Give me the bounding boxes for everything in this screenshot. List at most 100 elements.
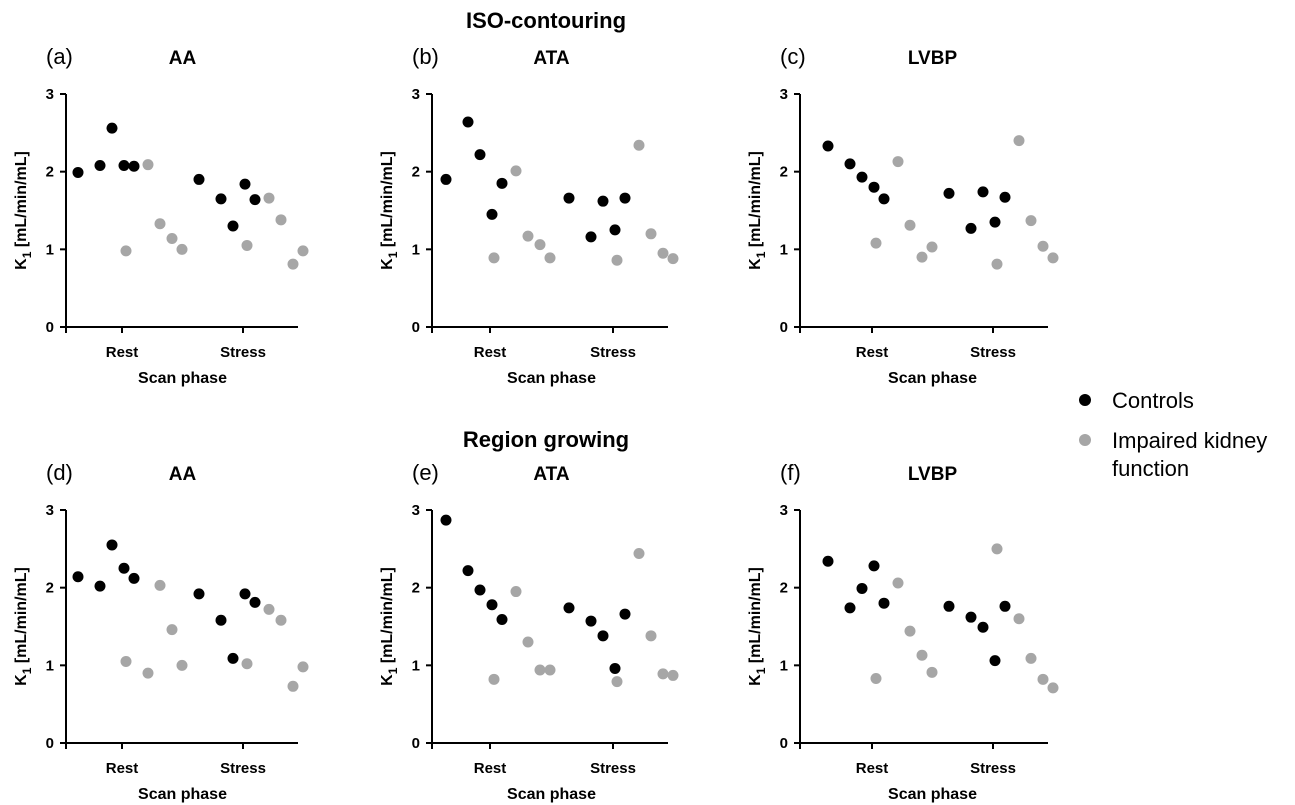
panel-f-point-impaired-kidney-function-stress-2	[1013, 613, 1025, 625]
panel-d-point-impaired-kidney-function-rest-4	[166, 624, 178, 636]
panel-a-point-impaired-kidney-function-stress-3	[275, 214, 287, 226]
panel-f-point-controls-stress-4	[989, 655, 1001, 667]
panel-d-point-impaired-kidney-function-stress-1	[241, 658, 253, 670]
panel-f-point-impaired-kidney-function-rest-2	[892, 577, 904, 589]
panel-c-title: LVBP	[908, 48, 958, 69]
panel-c-x-tick-label-stress: Stress	[970, 344, 1016, 361]
panel-b-point-impaired-kidney-function-stress-1	[611, 254, 623, 266]
panel-a-y-tick-label-3: 3	[46, 86, 54, 103]
panel-f-point-impaired-kidney-function-stress-4	[1037, 673, 1049, 685]
panel-f-point-controls-rest-5	[878, 597, 890, 609]
legend-label-impaired-line-2: function	[1112, 456, 1189, 481]
panel-b-point-controls-stress-5	[619, 192, 631, 204]
panel-a-y-axis-label-unit: [mL/min/mL]	[13, 151, 30, 251]
legend-label-controls: Controls	[1112, 388, 1194, 413]
panel-e-y-axis-label-subscript: 1	[386, 667, 400, 674]
panel-f-point-controls-stress-2	[965, 611, 977, 623]
panel-b-y-tick-label-3: 3	[412, 86, 420, 103]
panel-f-y-tick-label-3: 3	[780, 502, 788, 519]
panel-b-x-tick-label-stress: Stress	[590, 344, 636, 361]
panel-d-letter: (d)	[46, 460, 73, 485]
panel-b-point-controls-rest-1	[440, 173, 452, 185]
panel-b-point-impaired-kidney-function-stress-3	[645, 228, 657, 240]
panel-b-letter: (b)	[412, 44, 439, 69]
panel-f-point-controls-rest-2	[844, 602, 856, 614]
panel-a-point-controls-stress-1	[193, 173, 205, 185]
panel-c-point-controls-stress-5	[999, 191, 1011, 203]
panel-f-point-controls-stress-1	[943, 600, 955, 612]
panel-c-point-impaired-kidney-function-rest-5	[926, 241, 938, 253]
panel-d-point-impaired-kidney-function-stress-2	[263, 603, 275, 615]
panel-e-letter: (e)	[412, 460, 439, 485]
panel-c-point-controls-stress-4	[989, 216, 1001, 228]
panel-b-point-controls-stress-2	[585, 231, 597, 243]
panel-c-point-impaired-kidney-function-rest-1	[870, 237, 882, 249]
panel-b-point-impaired-kidney-function-stress-4	[657, 247, 669, 259]
panel-f-title: LVBP	[908, 464, 958, 485]
panel-b-point-controls-stress-1	[563, 192, 575, 204]
panel-d-point-controls-rest-3	[106, 539, 118, 551]
panel-c-point-impaired-kidney-function-rest-4	[916, 251, 928, 263]
panel-c-point-impaired-kidney-function-stress-5	[1047, 252, 1059, 264]
panel-f-point-impaired-kidney-function-stress-1	[991, 543, 1003, 555]
panel-e-point-impaired-kidney-function-stress-2	[633, 547, 645, 559]
panel-a-point-impaired-kidney-function-stress-4	[287, 258, 299, 270]
panel-a-x-tick-label-rest: Rest	[106, 344, 139, 361]
panel-a-point-controls-stress-4	[239, 178, 251, 190]
panel-b-point-controls-rest-5	[496, 177, 508, 189]
panel-a-point-controls-stress-3	[227, 220, 239, 232]
panel-b-y-tick-label-0: 0	[412, 319, 420, 336]
panel-c-y-tick-label-3: 3	[780, 86, 788, 103]
panel-e-point-impaired-kidney-function-rest-1	[488, 673, 500, 685]
panel-f-point-impaired-kidney-function-rest-1	[870, 673, 882, 685]
panel-a-point-impaired-kidney-function-rest-3	[154, 218, 166, 230]
panel-d-y-axis-label-subscript: 1	[20, 667, 34, 674]
panel-c-point-controls-rest-3	[856, 171, 868, 183]
panel-b-y-axis-label-subscript: 1	[386, 251, 400, 258]
panel-e-point-impaired-kidney-function-rest-4	[534, 664, 546, 676]
panel-a-y-axis-label-main: K	[13, 258, 30, 270]
panel-a-point-controls-stress-5	[249, 194, 261, 206]
panel-c-x-axis-label: Scan phase	[888, 370, 977, 387]
panel-e-point-impaired-kidney-function-rest-5	[544, 664, 556, 676]
panel-e-y-tick-label-2: 2	[412, 580, 420, 597]
panel-e-point-controls-rest-3	[474, 584, 486, 596]
panel-b-x-tick-label-rest: Rest	[474, 344, 507, 361]
panel-a-title: AA	[169, 48, 197, 69]
panel-b-x-axis-label: Scan phase	[507, 370, 596, 387]
panel-a-point-impaired-kidney-function-rest-1	[120, 245, 132, 257]
panel-d-point-controls-stress-3	[227, 652, 239, 664]
panel-a-x-tick-label-stress: Stress	[220, 344, 266, 361]
panel-a-y-axis-label: K1 [mL/min/mL]	[13, 151, 34, 270]
panel-f-x-tick-label-stress: Stress	[970, 760, 1016, 777]
panel-c-point-controls-rest-1	[822, 140, 834, 152]
panel-c-point-controls-rest-5	[878, 193, 890, 205]
legend-label-impaired-line-1: Impaired kidney	[1112, 428, 1267, 453]
panel-a-point-impaired-kidney-function-rest-5	[176, 243, 188, 255]
panel-c-point-controls-rest-4	[868, 181, 880, 193]
panel-e-point-impaired-kidney-function-stress-4	[657, 668, 669, 680]
panel-b-title: ATA	[533, 48, 570, 69]
panel-e-y-tick-label-3: 3	[412, 502, 420, 519]
panel-c-y-tick-label-0: 0	[780, 319, 788, 336]
panel-d-point-impaired-kidney-function-rest-1	[120, 655, 132, 667]
panel-a-point-controls-rest-5	[128, 160, 140, 172]
panel-c-y-axis-label: K1 [mL/min/mL]	[747, 151, 768, 270]
panel-a-y-tick-label-0: 0	[46, 319, 54, 336]
panel-b-point-impaired-kidney-function-rest-1	[488, 252, 500, 264]
panel-c-point-impaired-kidney-function-rest-3	[904, 219, 916, 231]
panel-d-point-impaired-kidney-function-rest-2	[142, 667, 154, 679]
panel-c-point-impaired-kidney-function-stress-2	[1013, 135, 1025, 147]
panel-f-y-axis-label-main: K	[747, 674, 764, 686]
panel-f-letter: (f)	[780, 460, 801, 485]
panel-d-title: AA	[169, 464, 197, 485]
panel-e-y-axis-label-main: K	[379, 674, 396, 686]
panel-a-point-controls-rest-3	[106, 122, 118, 134]
panel-b-point-impaired-kidney-function-rest-4	[534, 239, 546, 251]
panel-f-x-tick-label-rest: Rest	[856, 760, 889, 777]
panel-f-y-axis-label-unit: [mL/min/mL]	[747, 567, 764, 667]
panel-e-point-impaired-kidney-function-stress-5	[667, 669, 679, 681]
